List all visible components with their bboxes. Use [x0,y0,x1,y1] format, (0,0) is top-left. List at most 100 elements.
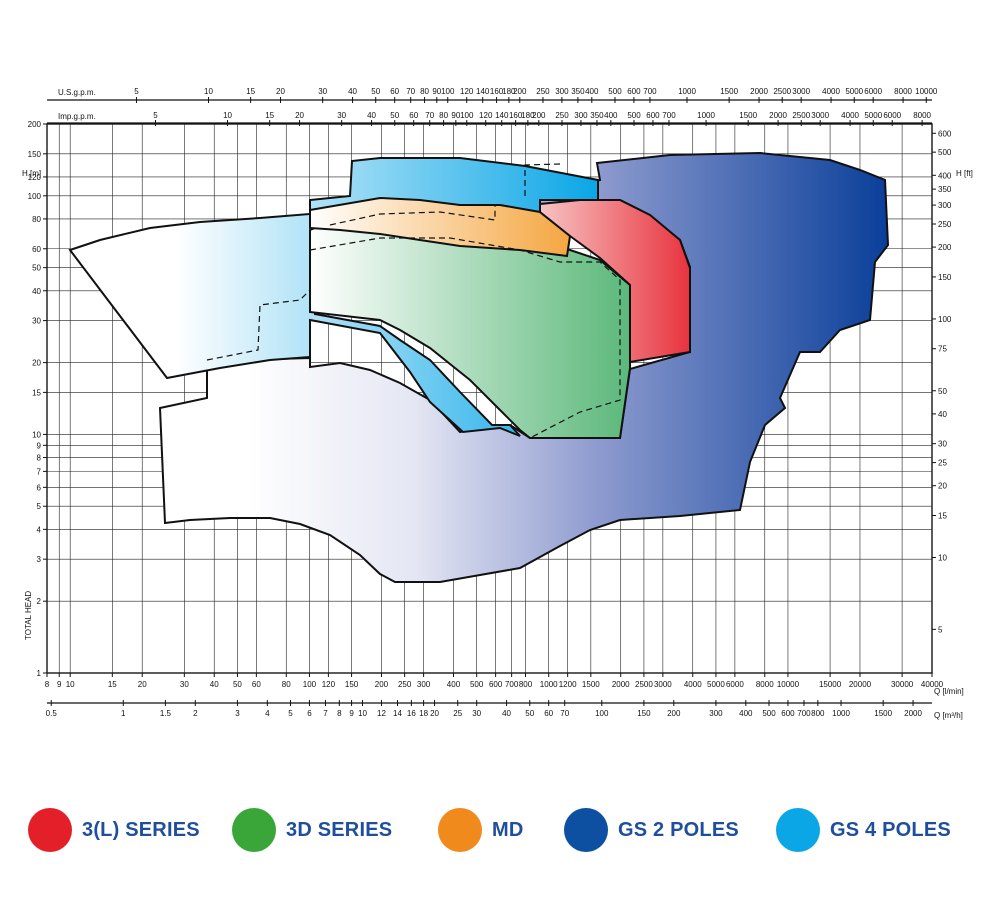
right-tick-label: 300 [938,201,952,210]
us-gpm-tick-label: 300 [555,87,569,96]
bottom-tick-label: 1000 [540,680,558,689]
imp-gpm-tick-label: 4000 [841,111,859,120]
bottom-tick-label: 150 [345,680,359,689]
us-gpm-tick-label: 30 [318,87,327,96]
bottom-tick-label: 250 [398,680,412,689]
imp-gpm-tick-label: 15 [265,111,274,120]
us-gpm-tick-label: 120 [460,87,474,96]
left-tick-label: 9 [37,441,42,450]
left-tick-label: 2 [37,597,42,606]
m3h-tick-label: 9 [349,709,354,718]
left-tick-label: 100 [28,192,42,201]
bottom-tick-label: 1500 [582,680,600,689]
left-tick-label: 8 [37,454,42,463]
m3h-tick-label: 300 [709,709,723,718]
imp-gpm-tick-label: 250 [555,111,569,120]
imp-gpm-tick-label: 2000 [769,111,787,120]
imp-gpm-tick-label: 80 [439,111,448,120]
m3h-tick-label: 150 [637,709,651,718]
right-tick-label: 15 [938,512,947,521]
us-gpm-tick-label: 2000 [750,87,768,96]
m3h-tick-label: 12 [377,709,386,718]
legend-item-3d: 3D SERIES [232,800,392,860]
m3h-tick-label: 200 [667,709,681,718]
us-gpm-tick-label: 160 [490,87,504,96]
region-md [309,196,572,258]
imp-gpm-tick-label: 100 [460,111,474,120]
m3h-tick-label: 25 [453,709,462,718]
imp-gpm-tick-label: 180 [521,111,535,120]
left-tick-label: 15 [32,388,41,397]
bottom-tick-label: 400 [447,680,461,689]
bottom-tick-label: 3000 [654,680,672,689]
bottom-tick-label: 80 [282,680,291,689]
imp-gpm-tick-label: 1500 [739,111,757,120]
imp-gpm-tick-label: 20 [295,111,304,120]
legend-label-md: MD [492,818,524,841]
us-gpm-tick-label: 20 [276,87,285,96]
right-tick-label: 40 [938,410,947,419]
left-tick-label: 5 [37,502,42,511]
imp-gpm-tick-label: 140 [495,111,509,120]
right-tick-label: 30 [938,440,947,449]
right-tick-label: 10 [938,554,947,563]
imp-gpm-tick-label: 400 [604,111,618,120]
us-gpm-tick-label: 8000 [894,87,912,96]
left-tick-label: 3 [37,555,42,564]
us-gpm-tick-label: 140 [476,87,490,96]
m3h-tick-label: 50 [525,709,534,718]
imp-gpm-tick-label: 40 [367,111,376,120]
right-tick-label: 5 [938,625,943,634]
bottom-tick-label: 20 [138,680,147,689]
right-tick-label: 400 [938,171,952,180]
left-tick-label: 1 [37,669,42,678]
us-gpm-tick-label: 250 [536,87,550,96]
total-head-label: TOTAL HEAD [24,591,33,640]
m3h-tick-label: 10 [358,709,367,718]
bottom-tick-label: 1200 [559,680,577,689]
m3h-tick-label: 2 [193,709,198,718]
bottom-tick-label: 2500 [635,680,653,689]
m3h-tick-label: 18 [419,709,428,718]
bottom-tick-label: 700 [505,680,519,689]
left-tick-label: 6 [37,483,42,492]
bottom-tick-label: 4000 [684,680,702,689]
us-gpm-tick-label: 70 [406,87,415,96]
bottom-tick-label: 10000 [777,680,800,689]
imp-gpm-tick-label: 2500 [792,111,810,120]
left-tick-label: 80 [32,215,41,224]
us-gpm-tick-label: 15 [246,87,255,96]
bottom-axis-lmin-label: Q [l/min] [934,687,964,696]
top-axis-us-label: U.S.g.p.m. [58,88,96,97]
us-gpm-tick-label: 50 [371,87,380,96]
left-tick-label: 30 [32,317,41,326]
m3h-tick-label: 16 [407,709,416,718]
m3h-tick-label: 7 [323,709,328,718]
imp-gpm-tick-label: 50 [390,111,399,120]
bottom-tick-label: 20000 [849,680,872,689]
left-tick-label: 40 [32,287,41,296]
bottom-tick-label: 500 [470,680,484,689]
right-tick-label: 50 [938,387,947,396]
m3h-tick-label: 14 [393,709,402,718]
us-gpm-tick-label: 1500 [720,87,738,96]
bottom-tick-label: 600 [489,680,503,689]
right-tick-label: 600 [938,129,952,138]
right-tick-label: 75 [938,345,947,354]
imp-gpm-tick-label: 500 [627,111,641,120]
imp-gpm-tick-label: 350 [590,111,604,120]
m3h-tick-label: 700 [797,709,811,718]
right-tick-label: 150 [938,273,952,282]
us-gpm-tick-label: 40 [348,87,357,96]
bottom-tick-label: 30000 [891,680,914,689]
us-gpm-tick-label: 80 [420,87,429,96]
right-axis-label: H [ft] [956,169,973,178]
us-gpm-tick-label: 10000 [915,87,938,96]
bottom-tick-label: 2000 [612,680,630,689]
bottom-tick-label: 40000 [921,680,944,689]
bottom-tick-label: 15000 [819,680,842,689]
right-tick-label: 20 [938,482,947,491]
imp-gpm-tick-label: 6000 [883,111,901,120]
m3h-tick-label: 0.5 [46,709,58,718]
left-tick-label: 50 [32,264,41,273]
